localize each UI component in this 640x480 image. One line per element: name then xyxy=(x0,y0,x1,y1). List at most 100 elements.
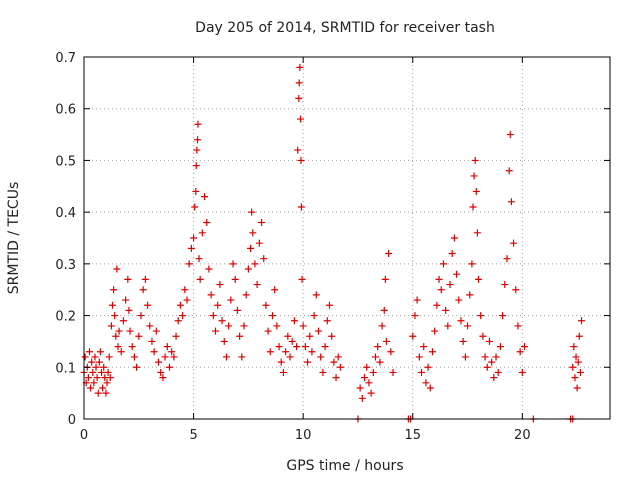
data-point xyxy=(464,322,472,330)
data-point xyxy=(258,218,266,226)
data-point xyxy=(488,358,496,366)
data-point xyxy=(81,353,89,361)
data-point xyxy=(107,322,115,330)
data-point xyxy=(247,244,255,252)
data-point xyxy=(139,286,147,294)
data-point xyxy=(296,63,304,71)
data-point xyxy=(85,348,93,356)
y-tick-label: 0.1 xyxy=(55,361,76,376)
data-point xyxy=(466,291,474,299)
data-point xyxy=(102,389,110,397)
data-point xyxy=(262,301,270,309)
data-point xyxy=(236,332,244,340)
data-point xyxy=(218,317,226,325)
data-point xyxy=(492,353,500,361)
data-point xyxy=(244,265,252,273)
data-point xyxy=(98,368,106,376)
data-point xyxy=(212,327,219,335)
data-point xyxy=(114,343,122,351)
data-point xyxy=(248,208,256,216)
data-point xyxy=(310,312,318,320)
data-point xyxy=(389,368,397,376)
data-point xyxy=(501,281,509,289)
data-point xyxy=(192,162,200,170)
data-point xyxy=(576,368,584,376)
data-point xyxy=(380,306,388,314)
data-point xyxy=(472,187,480,195)
data-point xyxy=(128,343,136,351)
data-point xyxy=(214,301,222,309)
x-tick-label: 20 xyxy=(514,428,531,443)
data-point xyxy=(148,337,156,345)
data-point xyxy=(334,353,342,361)
data-point xyxy=(100,363,108,371)
data-point xyxy=(275,343,283,351)
points-layer xyxy=(80,63,586,423)
data-point xyxy=(518,368,526,376)
data-point xyxy=(382,337,390,345)
data-point xyxy=(113,265,121,273)
data-point xyxy=(477,312,485,320)
data-point xyxy=(378,322,386,330)
data-point xyxy=(282,348,290,356)
data-point xyxy=(194,136,202,144)
data-point xyxy=(251,260,259,268)
data-point xyxy=(108,301,116,309)
data-point xyxy=(190,234,198,242)
data-point xyxy=(444,322,452,330)
data-point xyxy=(358,394,366,402)
data-point xyxy=(422,379,430,387)
data-point xyxy=(298,275,306,283)
data-point xyxy=(301,343,309,351)
data-point xyxy=(323,317,331,325)
data-point xyxy=(198,229,206,237)
data-point xyxy=(363,363,371,371)
data-point xyxy=(483,363,491,371)
data-point xyxy=(231,275,239,283)
data-point xyxy=(330,358,338,366)
data-point xyxy=(381,275,389,283)
data-point xyxy=(91,353,99,361)
data-point xyxy=(411,312,419,320)
data-point xyxy=(207,291,215,299)
data-point xyxy=(321,343,329,351)
data-point xyxy=(229,260,237,268)
data-point xyxy=(271,286,279,294)
data-point xyxy=(437,286,445,294)
data-point xyxy=(165,363,173,371)
grid-layer xyxy=(84,57,610,419)
data-point xyxy=(238,353,246,361)
data-point xyxy=(297,115,305,123)
data-point xyxy=(505,167,513,175)
data-point xyxy=(413,296,421,304)
data-point xyxy=(475,275,482,283)
data-point xyxy=(93,374,101,382)
data-point xyxy=(95,358,103,366)
data-point xyxy=(369,368,377,376)
data-point xyxy=(163,343,171,351)
data-point xyxy=(512,286,520,294)
data-point xyxy=(191,203,199,211)
data-point xyxy=(203,218,211,226)
data-point xyxy=(253,281,261,289)
x-tick-label: 0 xyxy=(80,428,88,443)
y-tick-label: 0.6 xyxy=(55,103,76,118)
y-axis-title: SRMTID / TECUs xyxy=(6,182,22,295)
data-point xyxy=(433,301,441,309)
data-point xyxy=(315,327,323,335)
data-point xyxy=(507,198,515,206)
data-point xyxy=(468,260,476,268)
data-point xyxy=(304,358,312,366)
data-point xyxy=(426,384,434,392)
data-point xyxy=(442,306,450,314)
data-point xyxy=(117,348,125,356)
data-point xyxy=(99,384,107,392)
data-point xyxy=(473,229,481,237)
data-point xyxy=(290,317,298,325)
data-point xyxy=(96,348,104,356)
data-point xyxy=(249,229,257,237)
data-point xyxy=(367,389,375,397)
data-point xyxy=(152,327,160,335)
data-point xyxy=(103,379,111,387)
data-point xyxy=(193,146,201,154)
